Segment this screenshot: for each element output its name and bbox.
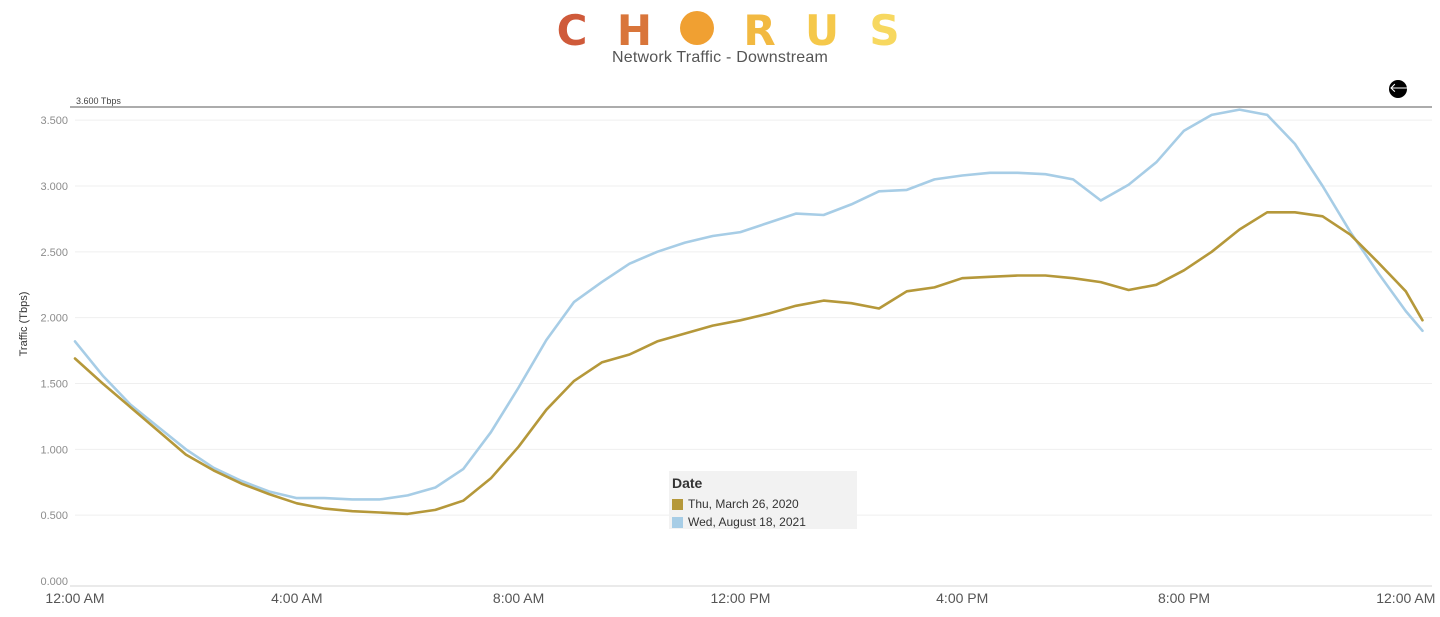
x-tick-label: 4:00 AM [271,590,322,606]
x-tick-label: 8:00 PM [1158,590,1210,606]
logo-sun-icon [680,11,714,45]
y-tick-label: 2.500 [40,247,68,259]
back-button[interactable]: 🡐 [1389,80,1424,98]
logo-letter: U [805,6,839,52]
y-tick-label: 3.000 [40,181,68,193]
y-tick-label: 1.000 [40,444,68,456]
y-tick-label: 0.000 [40,576,68,588]
y-tick-label: 0.500 [40,510,68,522]
series-line-1[interactable] [73,108,1424,501]
chart-title: Network Traffic - Downstream [611,49,829,66]
logo-letter: R [743,6,775,52]
x-tick-label: 12:00 AM [1376,590,1435,606]
x-tick-label: 12:00 PM [710,590,770,606]
y-tick-label: 3.500 [40,115,68,127]
x-tick-label: 8:00 AM [493,590,544,606]
legend-item-2020[interactable]: Thu, March 26, 2020 [672,495,857,513]
legend-swatch [672,516,683,528]
arrow-left-icon: 🡐 [1389,81,1424,96]
x-tick-label: 4:00 PM [936,590,988,606]
logo-letter: C [557,6,588,52]
legend-label: Wed, August 18, 2021 [688,515,806,529]
series-line-0[interactable] [73,211,1424,516]
y-axis: 0.000 0.500 1.000 1.500 2.000 2.500 3.000 3.500 [40,115,68,588]
logo-letter: S [869,6,899,52]
x-tick-label: 12:00 AM [45,590,104,606]
series-lines [73,108,1424,516]
legend-swatch [672,498,683,510]
reference-line-label: 3.600 Tbps [76,96,121,106]
x-axis: 12:00 AM 4:00 AM 8:00 AM 12:00 PM 4:00 PM 8:0… [45,590,1435,606]
legend-label: Thu, March 26, 2020 [688,497,799,511]
y-tick-label: 1.500 [40,379,68,391]
legend-item-2021[interactable]: Wed, August 18, 2021 [672,513,857,531]
y-tick-label: 2.000 [40,313,68,325]
logo-letter: H [617,6,652,52]
legend[interactable]: Date Thu, March 26, 2020 Wed, August 18,… [669,471,857,529]
y-axis-label: Traffic (Tbps) [18,292,30,357]
legend-title: Date [672,475,703,491]
